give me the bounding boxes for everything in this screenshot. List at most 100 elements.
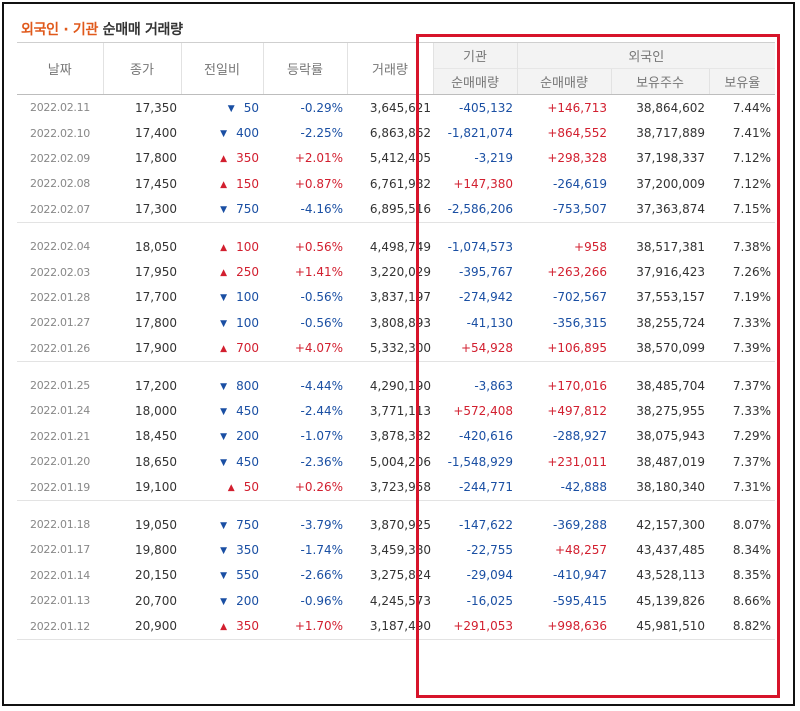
cell-institution-net: -3,863: [433, 361, 517, 398]
cell-institution-net-value: -3,219: [474, 151, 513, 166]
cell-volume-value: 4,498,749: [369, 239, 431, 254]
cell-foreign-net-value: +48,257: [554, 542, 607, 557]
cell-rate-value: -0.56%: [300, 315, 343, 330]
cell-foreign-net: -42,888: [517, 474, 611, 501]
cell-foreign-ratio: 7.37%: [709, 449, 775, 474]
cell-foreign-ratio-value: 7.37%: [732, 378, 772, 393]
cell-foreign-net-value: -264,619: [553, 176, 607, 191]
cell-foreign-net-value: +497,812: [547, 403, 607, 418]
table-row: 2022.02.07 17,300 ▼ 750 -4.16% 6,895,516 -2,58…: [17, 196, 776, 223]
cell-institution-net-value: -420,616: [459, 429, 513, 444]
cell-foreign-ratio-value: 7.12%: [732, 151, 772, 166]
cell-foreign-ratio: 8.34%: [709, 537, 775, 562]
cell-date: 2022.01.20: [30, 455, 90, 469]
cell-change: ▲ 50: [181, 474, 263, 501]
triangle-down-icon: ▼: [220, 520, 228, 531]
cell-foreign-holdings: 38,570,099: [611, 335, 709, 362]
header-close: 종가: [102, 42, 181, 95]
cell-close-value: 17,350: [135, 100, 177, 115]
triangle-up-icon: ▲: [220, 242, 228, 253]
cell-foreign-ratio: 7.26%: [709, 259, 775, 284]
cell-foreign-holdings: 38,180,340: [611, 474, 709, 501]
table-row: 2022.01.17 19,800 ▼ 350 -1.74% 3,459,380 -22,7…: [17, 537, 775, 562]
cell-volume-value: 3,187,490: [369, 619, 431, 634]
cell-institution-net-value: -29,094: [466, 568, 513, 583]
cell-foreign-net: -702,567: [517, 285, 611, 310]
triangle-up-icon: ▲: [220, 268, 228, 279]
change-value: 200: [236, 593, 259, 608]
cell-date: 2022.01.24: [30, 404, 90, 418]
cell-rate-value: +1.70%: [294, 619, 343, 634]
cell-change: ▼ 450: [181, 449, 263, 474]
cell-close-value: 20,150: [135, 568, 177, 583]
cell-foreign-net: +146,713: [517, 95, 611, 121]
cell-rate: -2.36%: [263, 449, 347, 474]
cell-foreign-ratio-value: 8.82%: [732, 619, 772, 634]
triangle-down-icon: ▼: [220, 406, 228, 417]
cell-institution-net-value: +147,380: [453, 176, 513, 191]
change-wrap: ▼ 550: [220, 568, 263, 582]
triangle-down-icon: ▼: [220, 432, 228, 443]
cell-foreign-net-value: +998,636: [547, 619, 607, 634]
change-value: 50: [243, 100, 259, 115]
title-separator: ·: [58, 22, 73, 38]
change-value: 200: [236, 429, 259, 444]
change-value: 350: [236, 151, 259, 166]
change-wrap: ▼ 750: [220, 202, 263, 216]
triangle-down-icon: ▼: [220, 596, 228, 607]
cell-foreign-net: +231,011: [517, 449, 611, 474]
cell-close-value: 19,100: [135, 480, 177, 495]
change-value: 350: [236, 619, 259, 634]
cell-date: 2022.02.07: [17, 196, 103, 223]
change-value: 100: [236, 290, 259, 305]
cell-date: 2022.01.26: [17, 335, 103, 362]
table-row: 2022.02.09 17,800 ▲ 350 +2.01% 5,412,405 -3,21…: [17, 146, 775, 171]
cell-rate-value: -2.36%: [300, 454, 343, 469]
change-wrap: ▲ 50: [228, 480, 263, 494]
title-institution: 기관: [72, 22, 99, 38]
cell-foreign-ratio: 7.33%: [709, 398, 775, 423]
triangle-down-icon: ▼: [220, 457, 228, 468]
cell-volume: 3,808,893: [347, 310, 433, 335]
cell-foreign-holdings-value: 45,139,826: [636, 593, 705, 608]
cell-foreign-ratio-value: 7.44%: [732, 100, 772, 115]
cell-change: ▼ 200: [181, 588, 263, 613]
cell-close-value: 20,900: [135, 619, 177, 634]
change-value: 550: [236, 568, 259, 583]
cell-volume-value: 3,220,029: [369, 265, 431, 280]
cell-rate-value: -4.16%: [300, 202, 343, 217]
cell-institution-net: -29,094: [433, 563, 517, 588]
cell-volume-value: 4,245,573: [369, 593, 431, 608]
cell-foreign-ratio: 7.44%: [709, 95, 775, 121]
cell-foreign-ratio: 8.35%: [709, 563, 775, 588]
cell-foreign-net: +48,257: [517, 537, 611, 562]
cell-volume: 3,870,925: [347, 500, 433, 537]
cell-foreign-net-value: +146,713: [547, 100, 607, 115]
cell-foreign-holdings-value: 37,553,157: [636, 290, 705, 305]
cell-foreign-holdings-value: 42,157,300: [636, 517, 705, 532]
cell-close: 20,900: [103, 613, 181, 640]
cell-close: 17,800: [103, 146, 181, 171]
cell-close-value: 17,900: [135, 341, 177, 356]
header-institution-net: 순매매량: [432, 68, 517, 95]
cell-close: 17,900: [103, 335, 181, 362]
cell-volume: 6,761,982: [347, 171, 433, 196]
cell-foreign-ratio: 7.19%: [709, 285, 775, 310]
cell-institution-net: -274,942: [433, 285, 517, 310]
cell-volume-value: 3,808,893: [369, 315, 431, 330]
cell-foreign-net: -369,288: [517, 500, 611, 537]
cell-foreign-holdings: 37,198,337: [611, 146, 709, 171]
cell-change: ▼ 50: [181, 95, 263, 121]
table-row: 2022.02.11 17,350 ▼ 50 -0.29% 3,645,621 -405,1…: [17, 95, 775, 121]
cell-change: ▼ 200: [181, 424, 263, 449]
cell-close: 18,450: [103, 424, 181, 449]
cell-date: 2022.01.28: [30, 290, 90, 304]
cell-change: ▲ 350: [181, 613, 263, 640]
header-foreign: 외국인: [516, 42, 776, 69]
cell-rate: +0.26%: [263, 474, 347, 501]
cell-foreign-holdings: 38,275,955: [611, 398, 709, 423]
change-value: 50: [243, 480, 259, 495]
table-row: 2022.02.03 17,950 ▲ 250 +1.41% 3,220,029 -395,…: [17, 259, 775, 284]
header-institution: 기관: [432, 42, 517, 69]
cell-close: 17,200: [103, 361, 181, 398]
